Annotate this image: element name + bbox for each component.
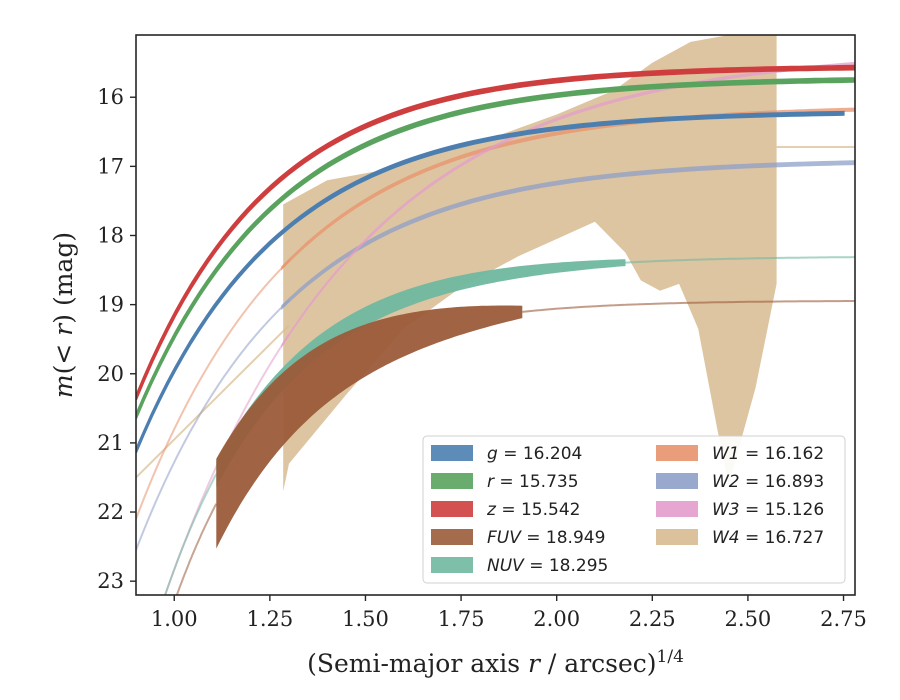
y-tick-label: 20 — [97, 362, 124, 386]
legend-label: W2 = 16.893 — [712, 472, 824, 492]
legend-label: g = 16.204 — [487, 444, 582, 464]
legend-entry-g: g = 16.204 — [431, 444, 582, 464]
legend-label: W1 = 16.162 — [712, 444, 824, 464]
legend-entry-w2: W2 = 16.893 — [656, 472, 824, 492]
plot-frame — [135, 34, 856, 596]
y-tick-label: 23 — [97, 569, 124, 593]
legend-entry-w1: W1 = 16.162 — [656, 444, 824, 464]
x-tick-label: 2.00 — [533, 607, 580, 631]
y-tick-label: 21 — [97, 431, 124, 455]
w2-extrapolation — [136, 299, 290, 551]
w4-extrapolation-inner — [136, 324, 290, 479]
legend-box — [422, 435, 846, 584]
legend-entry-nuv: NUV = 18.295 — [431, 556, 608, 576]
legend-entry-w3: W3 = 15.126 — [656, 500, 824, 520]
legend: g = 16.204 r = 15.735 z = 15.542 FUV = 18.9… — [422, 435, 846, 584]
legend-swatch — [431, 501, 473, 517]
y-tick-label: 22 — [97, 500, 124, 524]
g-curve — [136, 110, 845, 454]
fuv-extrapolation-inner — [175, 503, 218, 595]
x-tick-label: 1.25 — [246, 607, 293, 631]
y-tick-label: 16 — [97, 85, 124, 109]
legend-swatch — [656, 473, 698, 489]
x-tick-label: 2.75 — [820, 607, 867, 631]
x-axis-label: (Semi-major axis r / arcsec)1/4 — [307, 647, 684, 678]
fuv-extrapolation-outer — [522, 300, 855, 313]
x-tick-label: 1.75 — [438, 607, 485, 631]
fuv-curve — [216, 305, 523, 549]
y-tick-label: 18 — [97, 223, 124, 247]
z-curve — [136, 64, 855, 401]
legend-label: r = 15.735 — [487, 472, 579, 492]
legend-label: W4 = 16.727 — [712, 528, 824, 548]
x-tick-label: 2.25 — [629, 607, 676, 631]
legend-swatch — [431, 473, 473, 489]
legend-swatch — [656, 529, 698, 545]
legend-entry-z: z = 15.542 — [431, 500, 580, 520]
w1-extrapolation — [136, 259, 290, 520]
nuv-extrapolation-outer — [625, 256, 855, 264]
plot-area — [136, 35, 855, 595]
legend-swatch — [431, 445, 473, 461]
axis-ticks: 1.00 1.25 1.50 1.75 2.00 2.25 2.50 2.75 16 17 18 19… — [97, 85, 867, 631]
legend-swatch — [656, 501, 698, 517]
r-curve — [136, 77, 855, 419]
legend-label: z = 15.542 — [486, 500, 580, 520]
legend-entry-w4: W4 = 16.727 — [656, 528, 824, 548]
y-tick-label: 17 — [97, 154, 124, 178]
legend-label: W3 = 15.126 — [712, 500, 824, 520]
legend-label: NUV = 18.295 — [487, 556, 608, 576]
legend-entry-fuv: FUV = 18.949 — [431, 528, 605, 548]
legend-label: FUV = 18.949 — [487, 528, 605, 548]
legend-swatch — [431, 557, 473, 573]
x-tick-label: 2.50 — [725, 607, 772, 631]
nuv-extrapolation-inner — [164, 473, 218, 595]
x-tick-label: 1.50 — [342, 607, 389, 631]
x-tick-label: 1.00 — [151, 607, 198, 631]
legend-swatch — [656, 445, 698, 461]
y-tick-label: 19 — [97, 293, 124, 317]
legend-swatch — [431, 529, 473, 545]
legend-entry-r: r = 15.735 — [431, 472, 579, 492]
y-axis-label: mm((< r) (mag) — [49, 232, 78, 398]
w3-extrapolation — [164, 334, 290, 595]
w4-uncertainty-band — [283, 35, 777, 492]
